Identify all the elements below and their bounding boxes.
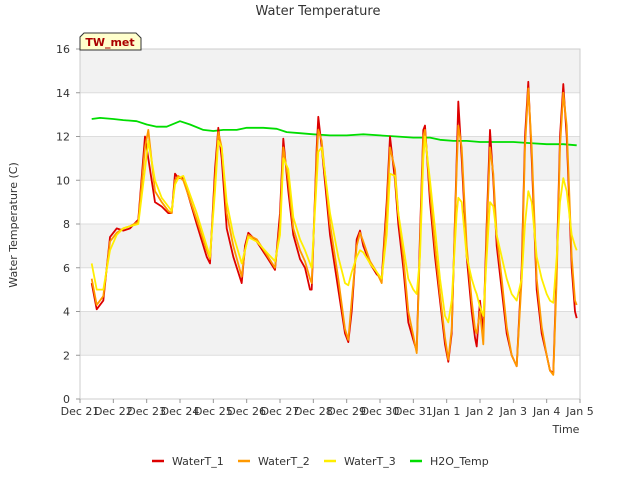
- plot-band: [80, 136, 580, 181]
- legend-item: WaterT_2: [238, 455, 310, 468]
- station-label-text: TW_met: [85, 36, 134, 49]
- x-tick-label: Dec 26: [227, 405, 266, 418]
- x-tick-label: Dec 24: [161, 405, 200, 418]
- x-tick-label: Jan 1: [432, 405, 460, 418]
- plot-band: [80, 311, 580, 356]
- legend-item: WaterT_1: [152, 455, 224, 468]
- x-tick-label: Dec 21: [61, 405, 100, 418]
- x-tick-label: Jan 2: [465, 405, 493, 418]
- y-tick-label: 10: [56, 174, 70, 187]
- x-tick-label: Jan 4: [532, 405, 560, 418]
- y-axis-ticks: 0 2 4 6 8 10 12 14 16: [56, 43, 80, 406]
- x-tick-label: Dec 29: [327, 405, 366, 418]
- legend-item: H2O_Temp: [410, 455, 489, 468]
- legend-label: WaterT_1: [172, 455, 224, 468]
- y-tick-label: 0: [63, 393, 70, 406]
- x-tick-label: Dec 22: [94, 405, 133, 418]
- x-tick-label: Dec 25: [194, 405, 233, 418]
- y-tick-label: 2: [63, 349, 70, 362]
- legend-label: H2O_Temp: [430, 455, 489, 468]
- y-tick-label: 8: [63, 218, 70, 231]
- x-tick-label: Dec 27: [261, 405, 300, 418]
- y-tick-label: 14: [56, 87, 70, 100]
- station-label-box: TW_met: [79, 32, 142, 51]
- series-layer: [90, 80, 578, 376]
- legend: WaterT_1 WaterT_2 WaterT_3 H2O_Temp: [152, 455, 489, 468]
- y-tick-label: 6: [63, 262, 70, 275]
- plot-band: [80, 49, 580, 93]
- y-tick-label: 12: [56, 131, 70, 144]
- legend-label: WaterT_2: [258, 455, 310, 468]
- x-tick-label: Dec 31: [394, 405, 433, 418]
- y-axis-label: Water Temperature (C): [7, 162, 20, 287]
- y-tick-label: 4: [63, 306, 70, 319]
- legend-item: WaterT_3: [324, 455, 396, 468]
- station-label-background: [79, 32, 142, 51]
- x-tick-label: Dec 23: [127, 405, 166, 418]
- legend-label: WaterT_3: [344, 455, 396, 468]
- x-axis-label: Time: [552, 423, 580, 436]
- x-tick-label: Dec 28: [294, 405, 333, 418]
- series-line-watert-3: [90, 135, 578, 324]
- y-tick-label: 16: [56, 43, 70, 56]
- x-tick-label: Jan 3: [499, 405, 527, 418]
- x-tick-label: Jan 5: [565, 405, 593, 418]
- chart-title: Water Temperature: [256, 4, 381, 19]
- series-line-h2o-temp: [91, 117, 577, 147]
- x-tick-label: Dec 30: [361, 405, 400, 418]
